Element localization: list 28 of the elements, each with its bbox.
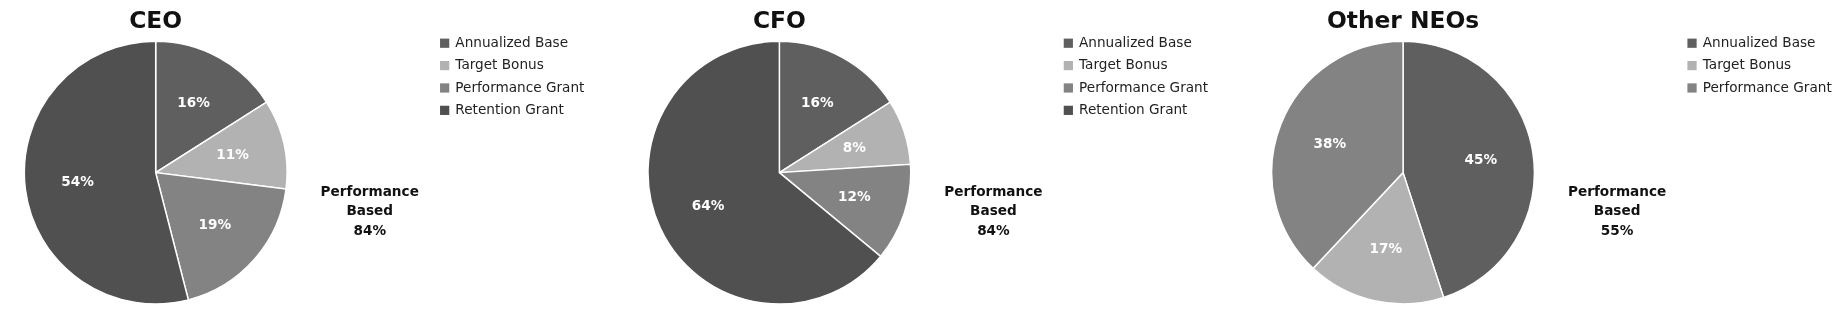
- legend-label: Performance Grant: [455, 78, 586, 95]
- legend-label: Annualized Base: [1079, 34, 1192, 51]
- data-label: 16%: [801, 94, 834, 111]
- data-label: 17%: [1369, 240, 1403, 257]
- data-label: 38%: [1313, 134, 1347, 151]
- chart-title: CEO: [129, 5, 183, 34]
- data-label: 54%: [61, 173, 95, 190]
- legend-label: Retention Grant: [1079, 101, 1189, 118]
- data-label: 12%: [838, 187, 871, 204]
- data-label: 64%: [691, 197, 725, 214]
- data-label: 19%: [198, 215, 232, 232]
- text: Performance Based 55%: [1567, 182, 1667, 238]
- legend-label: Retention Grant: [455, 101, 565, 118]
- data-label: 8%: [842, 139, 867, 156]
- legend-label: Annualized Base: [1702, 34, 1816, 51]
- legend-label: Performance Grant: [1702, 78, 1833, 95]
- legend-label: Target Bonus: [454, 56, 544, 73]
- data-label: 45%: [1464, 151, 1498, 168]
- legend-label: Performance Grant: [1079, 78, 1209, 95]
- legend-label: Target Bonus: [1701, 56, 1792, 73]
- legend-label: Annualized Base: [455, 34, 569, 51]
- data-label: 16%: [177, 94, 211, 111]
- legend-label: Target Bonus: [1078, 56, 1168, 73]
- text: Performance Based 84%: [944, 182, 1043, 238]
- chart-title: CFO: [752, 5, 806, 34]
- data-label: 11%: [216, 146, 250, 163]
- chart-title: Other NEOs: [1326, 5, 1480, 34]
- text: Performance Based 84%: [320, 182, 419, 238]
